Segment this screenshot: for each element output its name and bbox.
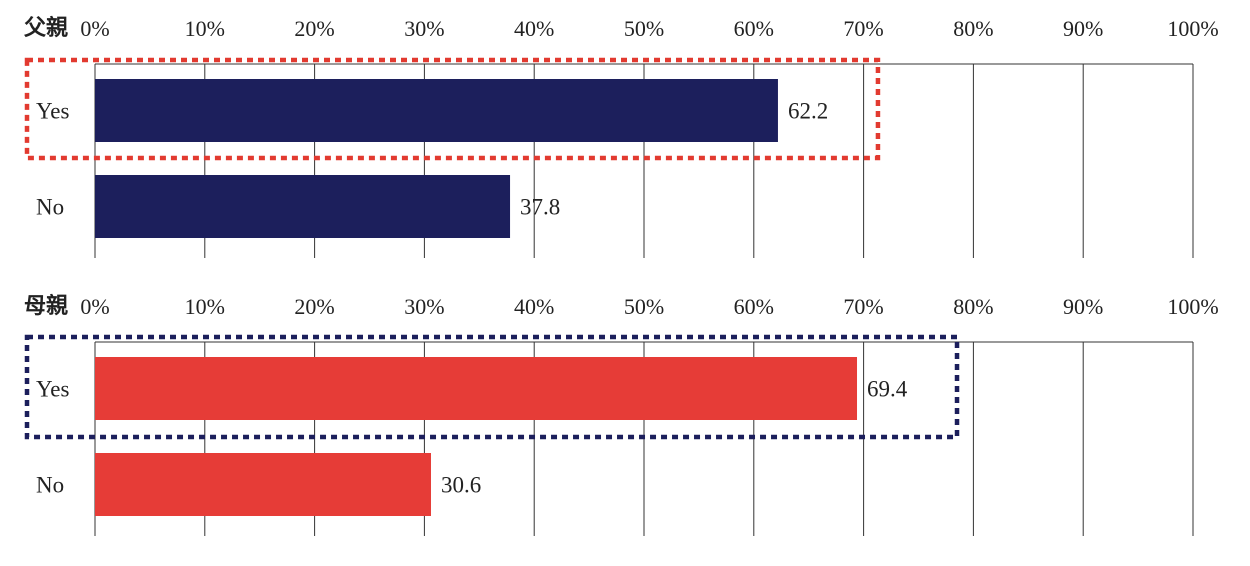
value-label: 30.6 bbox=[441, 473, 481, 498]
bar-yes bbox=[95, 357, 858, 420]
tick-label: 80% bbox=[953, 294, 993, 319]
tick-label: 80% bbox=[953, 16, 993, 41]
tick-label: 50% bbox=[624, 16, 664, 41]
tick-label: 100% bbox=[1167, 16, 1218, 41]
tick-label: 90% bbox=[1063, 16, 1103, 41]
highlight-box bbox=[24, 334, 960, 440]
tick-label: 70% bbox=[843, 16, 883, 41]
value-label: 37.8 bbox=[520, 195, 560, 220]
tick-label: 0% bbox=[80, 16, 109, 41]
group-label: 父親 bbox=[24, 15, 68, 40]
tick-label: 20% bbox=[294, 294, 334, 319]
tick-label: 0% bbox=[80, 294, 109, 319]
tick-label: 40% bbox=[514, 294, 554, 319]
tick-label: 90% bbox=[1063, 294, 1103, 319]
tick-label: 70% bbox=[843, 294, 883, 319]
tick-label: 60% bbox=[734, 294, 774, 319]
chart-panel-2: 母親 0% 10% 20% 30% 40% 50% 60% 70% 80% 90% 100% Yes 69… bbox=[24, 293, 1219, 536]
bar-yes bbox=[95, 79, 778, 142]
tick-label: 10% bbox=[185, 16, 225, 41]
category-label: No bbox=[36, 473, 64, 498]
bar-no bbox=[95, 175, 511, 238]
category-label: No bbox=[36, 195, 64, 220]
tick-label: 100% bbox=[1167, 294, 1218, 319]
tick-label: 50% bbox=[624, 294, 664, 319]
category-label: Yes bbox=[36, 99, 70, 124]
tick-label: 60% bbox=[734, 16, 774, 41]
tick-label: 40% bbox=[514, 16, 554, 41]
tick-label: 10% bbox=[185, 294, 225, 319]
value-label: 69.4 bbox=[867, 377, 908, 402]
tick-label: 20% bbox=[294, 16, 334, 41]
tick-label: 30% bbox=[404, 294, 444, 319]
group-label: 母親 bbox=[24, 293, 68, 318]
highlight-box bbox=[24, 57, 881, 161]
bar-no bbox=[95, 453, 431, 516]
tick-label: 30% bbox=[404, 16, 444, 41]
category-label: Yes bbox=[36, 377, 70, 402]
chart-panel-1: 父親 0% 10% 20% 30% 40% 50% 60% 70% 80% 90% 100% Yes 62… bbox=[24, 15, 1219, 258]
value-label: 62.2 bbox=[788, 99, 828, 124]
